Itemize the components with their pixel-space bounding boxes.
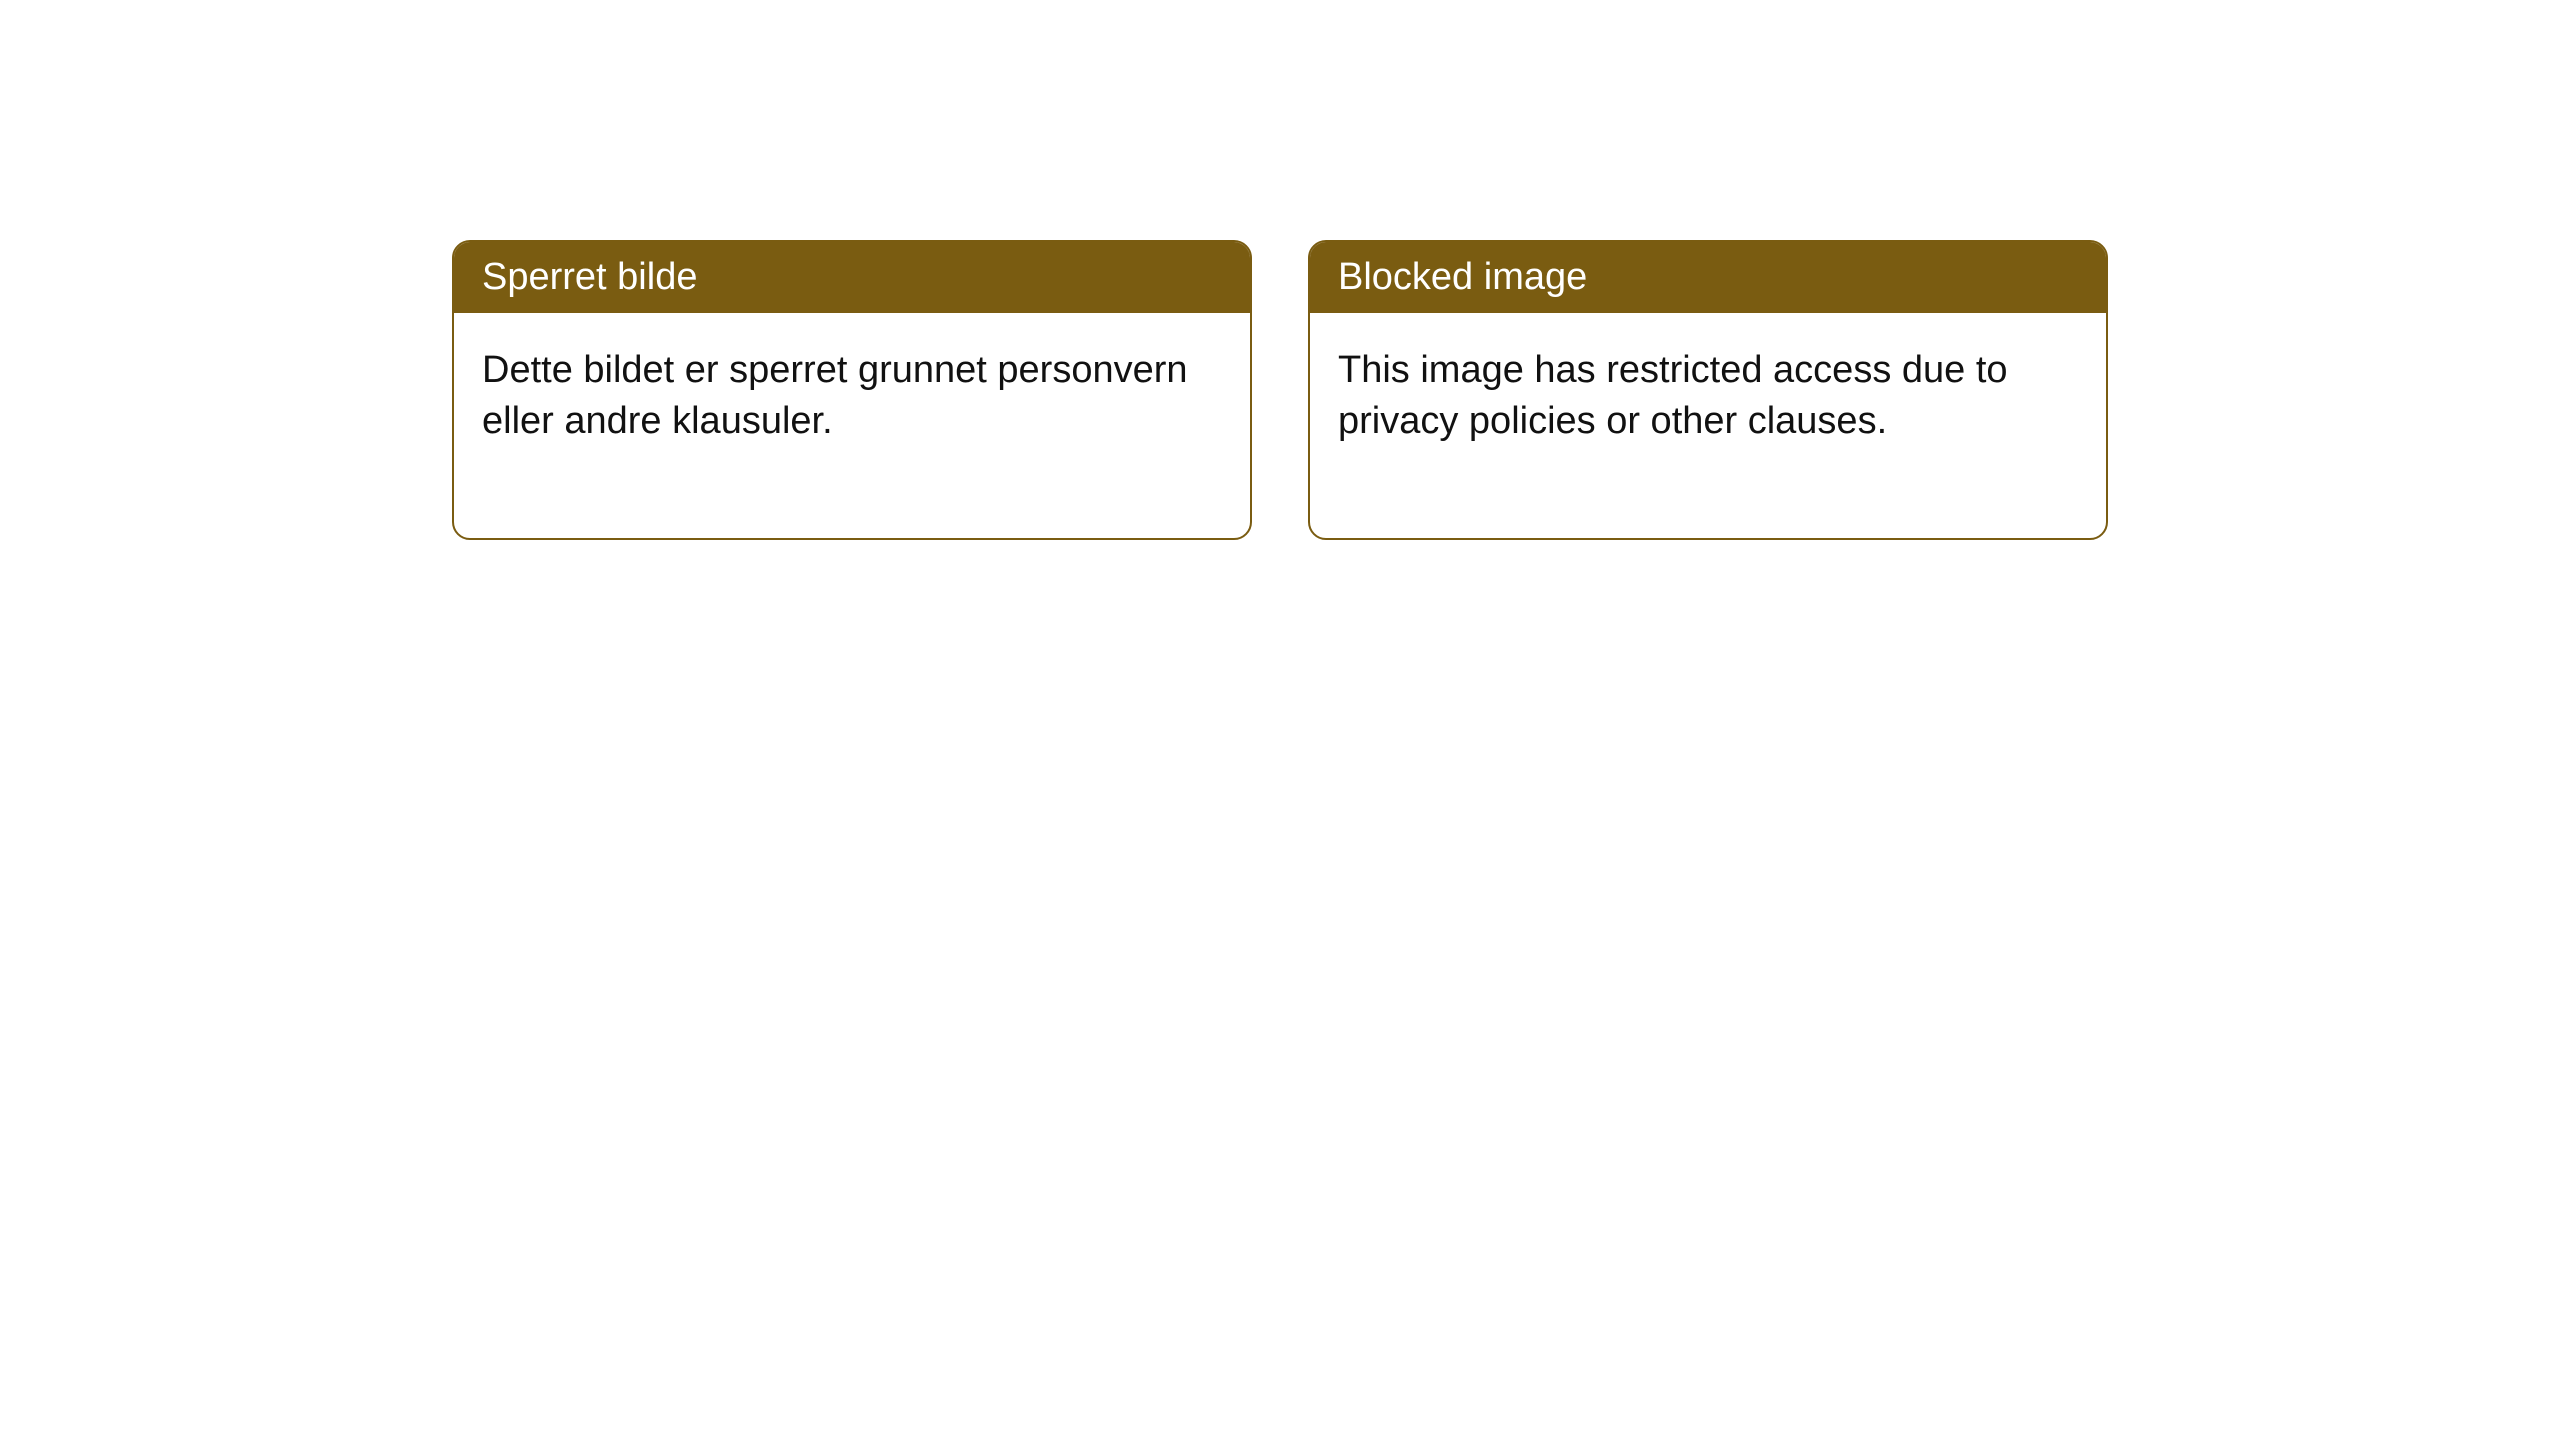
notice-body-text: This image has restricted access due to … [1338, 349, 2008, 442]
notice-header: Sperret bilde [454, 242, 1250, 313]
notice-card-english: Blocked image This image has restricted … [1308, 240, 2108, 540]
notice-title: Blocked image [1338, 256, 1587, 298]
notice-body: Dette bildet er sperret grunnet personve… [454, 313, 1250, 538]
notice-card-norwegian: Sperret bilde Dette bildet er sperret gr… [452, 240, 1252, 540]
notice-container: Sperret bilde Dette bildet er sperret gr… [452, 240, 2108, 540]
notice-body: This image has restricted access due to … [1310, 313, 2106, 538]
notice-header: Blocked image [1310, 242, 2106, 313]
notice-title: Sperret bilde [482, 256, 697, 298]
notice-body-text: Dette bildet er sperret grunnet personve… [482, 349, 1188, 442]
